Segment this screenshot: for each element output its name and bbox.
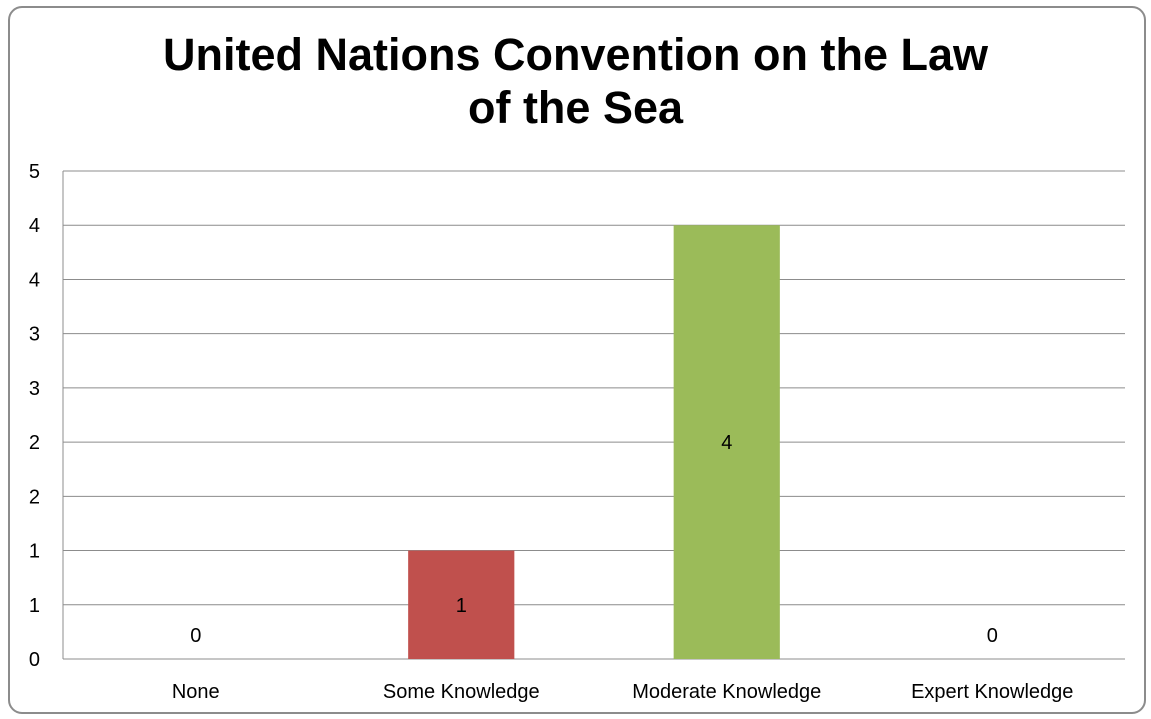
data-label: 1 bbox=[456, 595, 467, 617]
chart-title-line-1: United Nations Convention on the Law bbox=[163, 29, 988, 80]
data-label: 4 bbox=[721, 432, 732, 454]
y-tick-label: 5 bbox=[29, 161, 40, 183]
bar bbox=[408, 550, 515, 659]
y-tick-label: 1 bbox=[29, 541, 40, 563]
category-label: Expert Knowledge bbox=[911, 681, 1073, 703]
y-tick-label: 4 bbox=[29, 269, 40, 291]
y-tick-label: 0 bbox=[29, 649, 40, 671]
data-label: 0 bbox=[987, 625, 998, 647]
y-tick-label: 1 bbox=[29, 595, 40, 617]
chart-title-line-2: of the Sea bbox=[467, 82, 684, 133]
y-tick-label: 4 bbox=[29, 215, 40, 237]
y-tick-label: 2 bbox=[29, 432, 40, 454]
category-label: Some Knowledge bbox=[383, 681, 540, 703]
data-label: 0 bbox=[190, 625, 201, 647]
chart-title: United Nations Convention on the Law of … bbox=[0, 28, 1151, 134]
category-label: Moderate Knowledge bbox=[632, 681, 821, 703]
y-tick-label: 3 bbox=[29, 378, 40, 400]
category-label: None bbox=[172, 681, 220, 703]
y-tick-label: 3 bbox=[29, 324, 40, 346]
y-tick-label: 2 bbox=[29, 486, 40, 508]
bar bbox=[673, 225, 780, 659]
chart-frame bbox=[8, 6, 1146, 714]
